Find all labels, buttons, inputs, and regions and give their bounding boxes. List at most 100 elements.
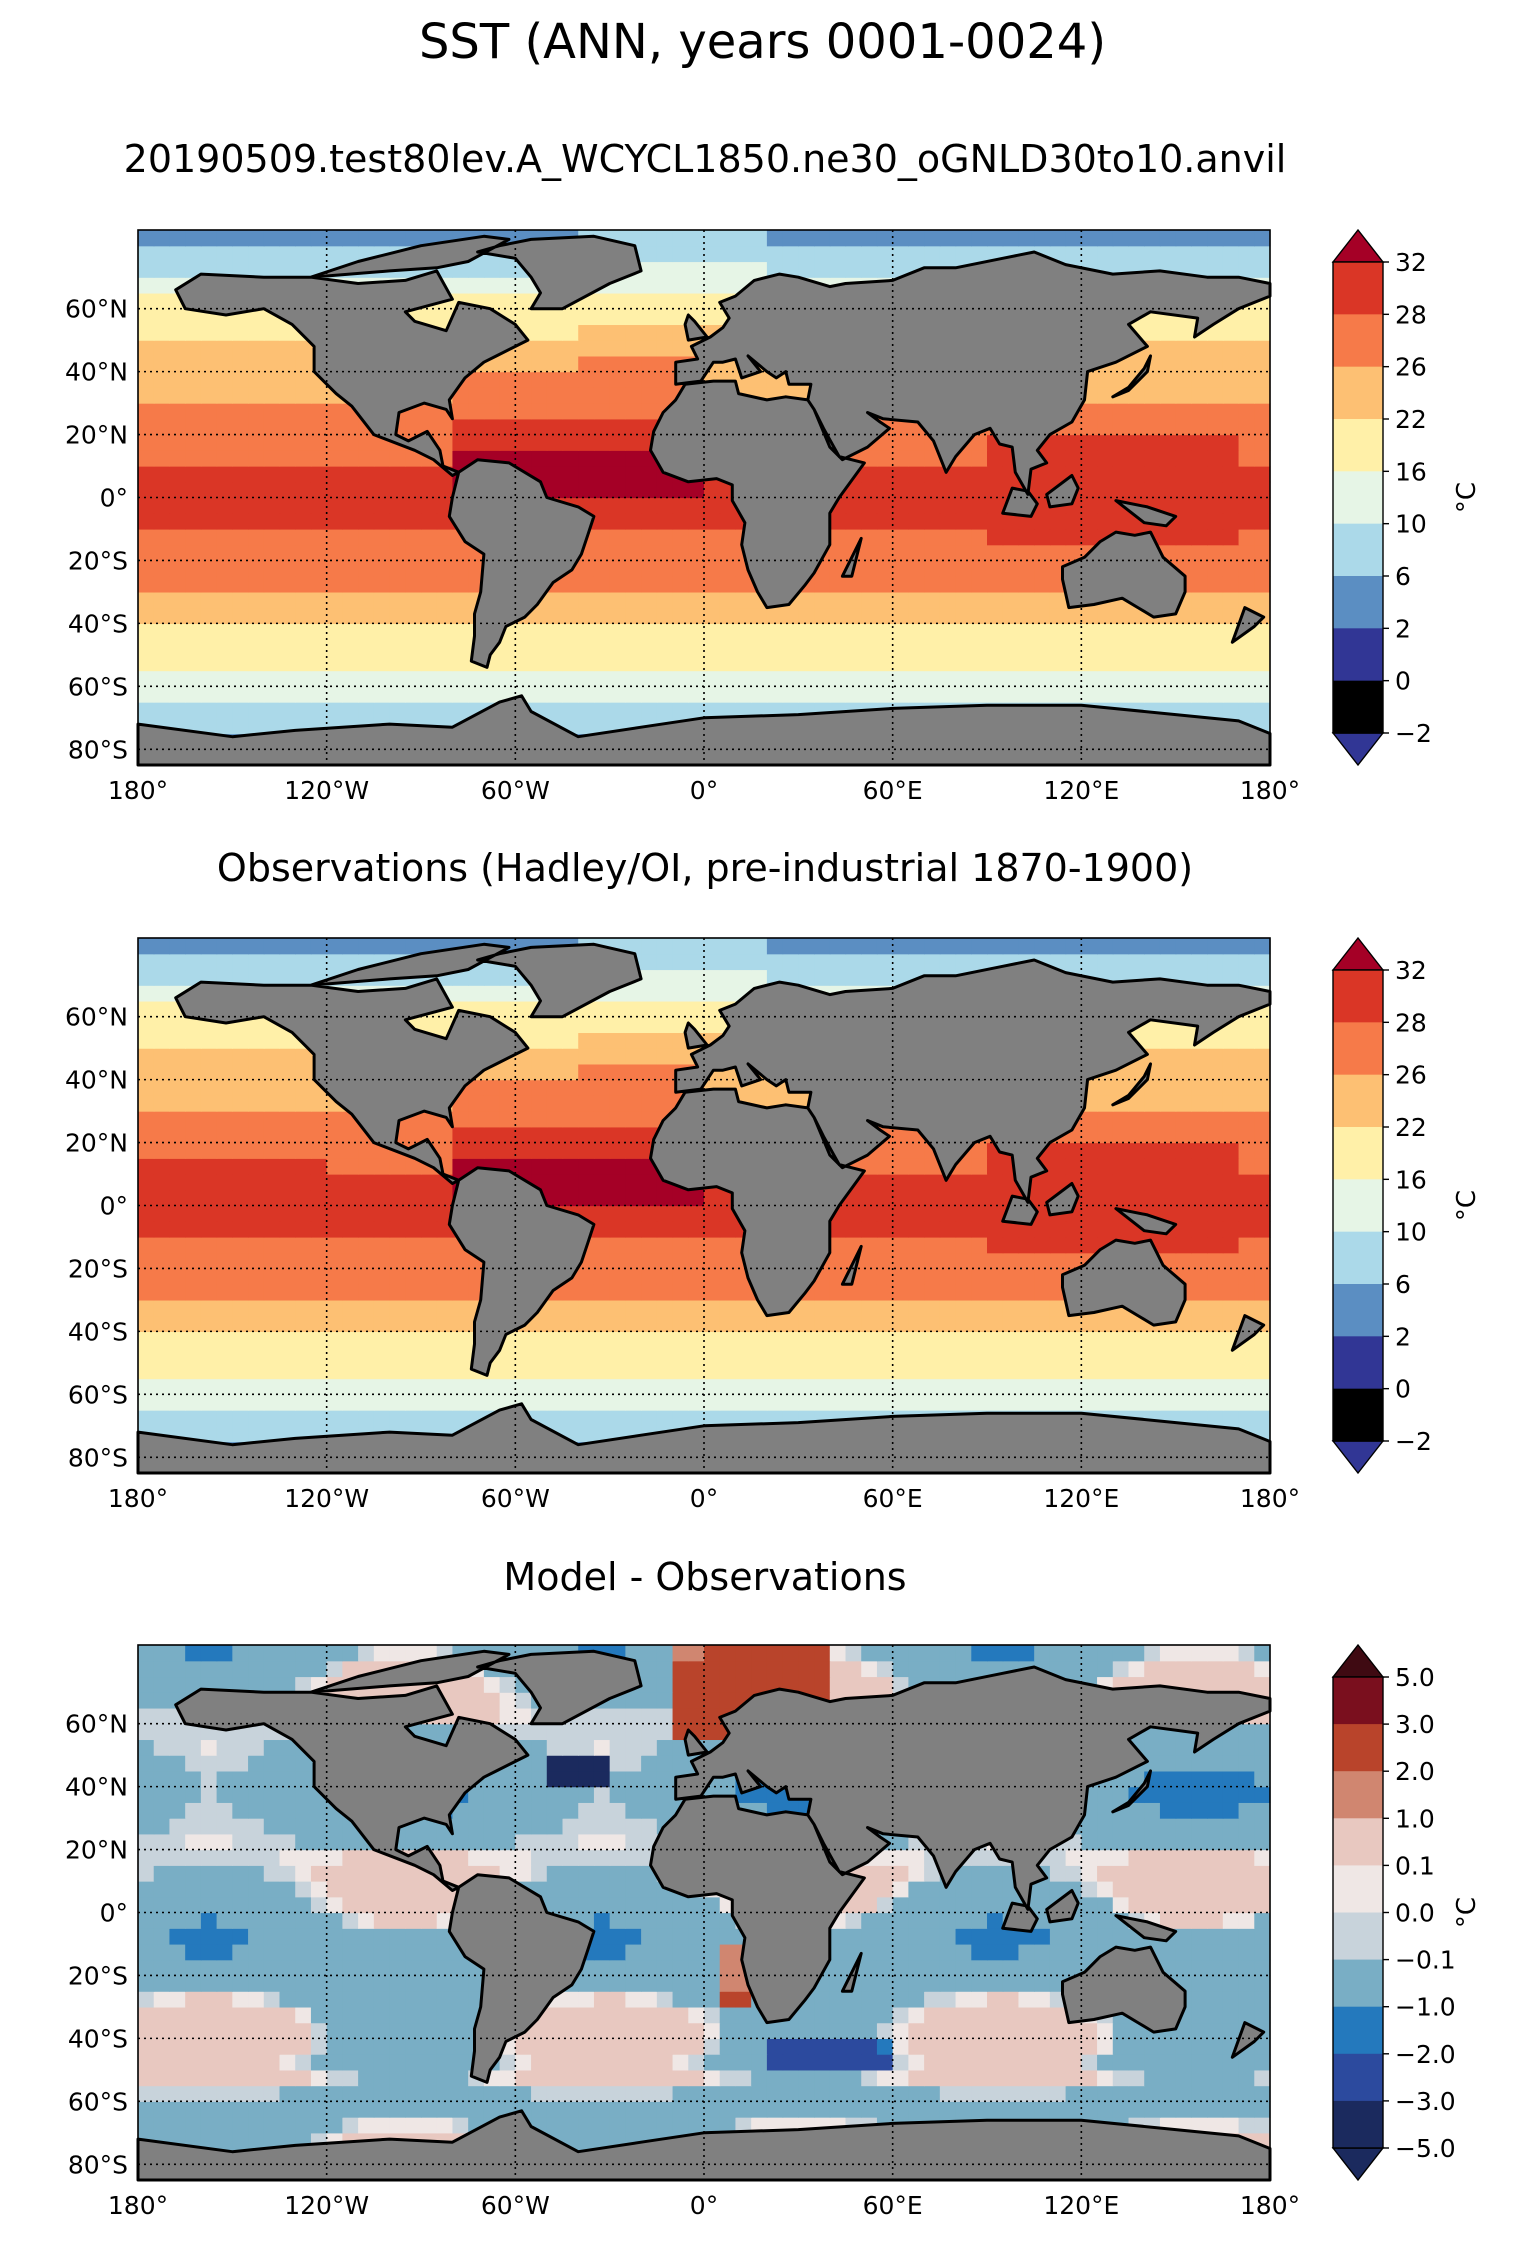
field-cell [390, 702, 406, 718]
field-cell [861, 560, 877, 576]
colorbar-segment [1333, 367, 1383, 420]
field-cell [500, 639, 516, 655]
field-cell [783, 639, 799, 655]
field-cell [688, 1284, 704, 1300]
field-cell [704, 529, 720, 545]
field-cell [1066, 1363, 1082, 1379]
field-cell [657, 1064, 673, 1080]
field-cell [625, 1206, 641, 1222]
field-cell [248, 1174, 264, 1190]
field-cell [1176, 1331, 1192, 1347]
field-cell [185, 1394, 201, 1410]
field-cell [798, 1316, 814, 1332]
field-cell [610, 1064, 626, 1080]
field-cell [295, 482, 311, 498]
field-cell [688, 482, 704, 498]
field-cell [1176, 230, 1192, 246]
field-cell [138, 1048, 154, 1064]
field-cell [311, 1363, 327, 1379]
field-cell [610, 356, 626, 372]
field-cell [452, 450, 468, 466]
field-cell [1050, 608, 1066, 624]
field-cell [563, 356, 579, 372]
field-cell [1097, 623, 1113, 639]
field-cell [1207, 450, 1223, 466]
field-cell [405, 529, 421, 545]
field-cell [280, 246, 296, 262]
field-cell [405, 1206, 421, 1222]
x-tick-label: 180° [1240, 1484, 1300, 1513]
field-cell [578, 1017, 594, 1033]
field-cell [452, 545, 468, 561]
field-cell [264, 498, 280, 514]
field-cell [264, 623, 280, 639]
field-cell [169, 686, 185, 702]
field-cell [138, 969, 154, 985]
field-cell [248, 938, 264, 954]
field-cell [846, 1284, 862, 1300]
field-cell [311, 482, 327, 498]
field-cell [169, 576, 185, 592]
field-cell [547, 1143, 563, 1159]
field-cell [280, 1158, 296, 1174]
field-cell [657, 1363, 673, 1379]
field-cell [908, 592, 924, 608]
field-cell [908, 230, 924, 246]
field-cell [625, 466, 641, 482]
field-cell [1239, 435, 1255, 451]
field-cell [956, 592, 972, 608]
field-cell [1050, 686, 1066, 702]
field-cell [248, 230, 264, 246]
field-cell [405, 639, 421, 655]
field-cell [154, 1300, 170, 1316]
field-cell [1223, 655, 1239, 671]
field-cell [531, 1363, 547, 1379]
field-cell [657, 608, 673, 624]
field-cell [625, 1300, 641, 1316]
field-cell [217, 403, 233, 419]
field-cell [610, 1268, 626, 1284]
field-cell [1254, 1111, 1270, 1127]
field-cell [280, 1064, 296, 1080]
field-cell [908, 560, 924, 576]
field-cell [185, 1158, 201, 1174]
field-cell [657, 1394, 673, 1410]
field-cell [578, 324, 594, 340]
field-cell [1239, 671, 1255, 687]
field-cell [1003, 1268, 1019, 1284]
field-cell [154, 1111, 170, 1127]
field-cell [138, 1410, 154, 1426]
field-cell [578, 309, 594, 325]
field-cell [342, 450, 358, 466]
field-cell [342, 655, 358, 671]
field-cell [877, 498, 893, 514]
field-cell [248, 1316, 264, 1332]
field-cell [594, 1095, 610, 1111]
field-cell [452, 1347, 468, 1363]
colorbar-tick-label: 10 [1395, 510, 1427, 539]
field-cell [1207, 246, 1223, 262]
field-cell [185, 387, 201, 403]
field-cell [185, 340, 201, 356]
field-cell [1223, 1174, 1239, 1190]
field-cell [1160, 1379, 1176, 1395]
field-cell [280, 529, 296, 545]
field-cell [531, 340, 547, 356]
field-cell [1239, 545, 1255, 561]
field-cell [940, 498, 956, 514]
field-cell [688, 1190, 704, 1206]
field-cell [169, 655, 185, 671]
field-cell [610, 1111, 626, 1127]
field-cell [311, 623, 327, 639]
field-cell [531, 1143, 547, 1159]
field-cell [735, 1331, 751, 1347]
field-cell [390, 1221, 406, 1237]
field-cell [751, 1394, 767, 1410]
field-cell [1066, 671, 1082, 687]
field-cell [374, 1253, 390, 1269]
field-cell [798, 230, 814, 246]
field-cell [500, 261, 516, 277]
field-cell [1018, 1300, 1034, 1316]
field-cell [846, 246, 862, 262]
field-cell [1097, 498, 1113, 514]
